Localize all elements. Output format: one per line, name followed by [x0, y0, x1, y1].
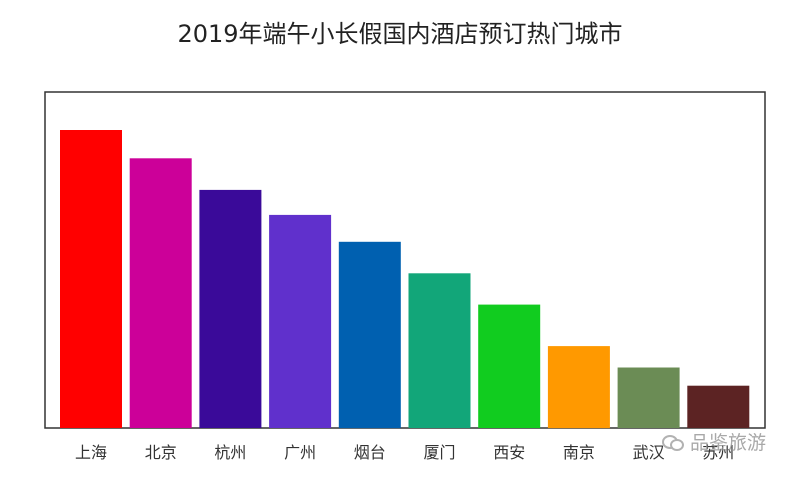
watermark: 品鉴旅游 — [662, 428, 766, 455]
x-tick-label: 烟台 — [354, 443, 386, 462]
bar — [617, 367, 680, 428]
x-tick-label: 厦门 — [423, 443, 455, 462]
x-tick-label: 武汉 — [633, 443, 665, 462]
bar — [478, 304, 541, 428]
bar — [338, 241, 401, 429]
x-tick-label: 上海 — [75, 443, 107, 462]
x-tick-label: 北京 — [145, 443, 177, 462]
x-tick-label: 苏州 — [702, 443, 734, 462]
bars-layer — [60, 130, 750, 429]
bar — [199, 189, 262, 428]
bar — [129, 158, 192, 429]
x-tick-label: 杭州 — [214, 443, 246, 462]
chart-title: 2019年端午小长假国内酒店预订热门城市 — [177, 20, 623, 48]
watermark-text: 品鉴旅游 — [690, 432, 767, 454]
x-tick-label: 西安 — [493, 443, 525, 462]
x-tick-label: 南京 — [563, 443, 595, 462]
bar — [408, 273, 471, 428]
x-tick-label: 广州 — [284, 443, 316, 462]
plot-frame — [44, 91, 766, 429]
wechat-icon — [662, 433, 684, 451]
bar — [60, 130, 122, 428]
bar — [687, 385, 750, 428]
bar — [547, 346, 610, 429]
bar — [269, 214, 332, 428]
category-labels: 上海 北京 杭州 广州 烟台 厦门 西安 南京 武汉 苏州 — [75, 443, 734, 462]
